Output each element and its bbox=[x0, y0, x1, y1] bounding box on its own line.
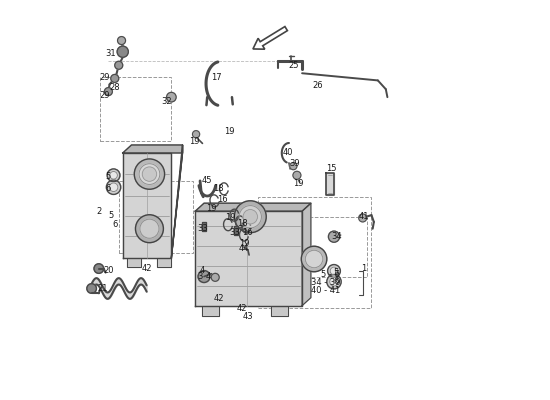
Text: 43: 43 bbox=[243, 312, 253, 321]
Text: 18: 18 bbox=[237, 219, 248, 228]
Text: 2: 2 bbox=[96, 207, 101, 216]
Circle shape bbox=[118, 36, 125, 44]
Circle shape bbox=[239, 206, 261, 228]
Circle shape bbox=[106, 180, 121, 194]
Text: 42: 42 bbox=[237, 304, 248, 313]
Polygon shape bbox=[234, 226, 238, 235]
Circle shape bbox=[109, 183, 118, 192]
Polygon shape bbox=[195, 203, 311, 211]
Text: 16: 16 bbox=[217, 195, 228, 204]
Text: 20: 20 bbox=[103, 266, 114, 276]
Text: 33: 33 bbox=[229, 228, 240, 237]
Circle shape bbox=[329, 278, 338, 286]
Circle shape bbox=[104, 88, 112, 96]
Circle shape bbox=[359, 214, 367, 222]
Text: 29: 29 bbox=[99, 73, 109, 82]
Circle shape bbox=[293, 171, 301, 179]
Circle shape bbox=[192, 131, 200, 138]
Circle shape bbox=[328, 264, 340, 277]
Text: 45: 45 bbox=[201, 176, 212, 185]
Text: 25: 25 bbox=[289, 61, 299, 70]
Text: 19: 19 bbox=[239, 238, 249, 248]
Circle shape bbox=[301, 246, 327, 272]
Circle shape bbox=[234, 201, 266, 233]
Text: 42: 42 bbox=[141, 264, 152, 273]
Polygon shape bbox=[202, 306, 219, 316]
Text: 33: 33 bbox=[197, 224, 208, 233]
Text: 29: 29 bbox=[99, 91, 109, 100]
Circle shape bbox=[94, 264, 103, 273]
Circle shape bbox=[290, 162, 297, 170]
Polygon shape bbox=[126, 258, 141, 267]
Text: 18: 18 bbox=[213, 184, 224, 193]
Circle shape bbox=[211, 273, 219, 281]
Bar bbox=[306, 217, 367, 276]
Circle shape bbox=[110, 172, 117, 179]
Polygon shape bbox=[202, 222, 206, 231]
Text: 5: 5 bbox=[333, 268, 338, 277]
Text: 34: 34 bbox=[332, 232, 342, 241]
Text: 1: 1 bbox=[361, 264, 366, 273]
Circle shape bbox=[327, 274, 341, 289]
Bar bbox=[119, 181, 193, 253]
Text: 6: 6 bbox=[106, 184, 111, 193]
Bar bbox=[258, 197, 371, 308]
Circle shape bbox=[111, 74, 119, 82]
Polygon shape bbox=[123, 145, 183, 153]
Circle shape bbox=[115, 61, 123, 69]
Text: 31: 31 bbox=[106, 49, 116, 58]
Text: 34 - 39: 34 - 39 bbox=[311, 278, 341, 288]
Circle shape bbox=[305, 250, 323, 268]
Text: 21: 21 bbox=[97, 284, 108, 293]
Circle shape bbox=[135, 215, 163, 243]
Circle shape bbox=[117, 46, 128, 57]
Text: 39: 39 bbox=[289, 159, 299, 168]
Text: 17: 17 bbox=[211, 73, 221, 82]
Text: 5: 5 bbox=[106, 172, 111, 181]
Polygon shape bbox=[157, 258, 172, 267]
Text: 6: 6 bbox=[333, 277, 338, 286]
Circle shape bbox=[328, 231, 339, 242]
Polygon shape bbox=[326, 173, 334, 195]
Text: 19: 19 bbox=[225, 214, 235, 222]
Circle shape bbox=[198, 270, 210, 282]
Polygon shape bbox=[123, 153, 172, 258]
Text: 32: 32 bbox=[161, 97, 172, 106]
Text: 5: 5 bbox=[108, 211, 113, 220]
Text: 16: 16 bbox=[243, 228, 253, 237]
Text: 4: 4 bbox=[205, 272, 211, 281]
Circle shape bbox=[134, 159, 164, 189]
Polygon shape bbox=[172, 145, 183, 258]
Circle shape bbox=[140, 219, 159, 238]
Circle shape bbox=[87, 284, 96, 293]
Text: 26: 26 bbox=[313, 81, 323, 90]
Text: 42: 42 bbox=[213, 294, 224, 303]
Text: 44: 44 bbox=[239, 244, 249, 253]
Text: 5 - 6: 5 - 6 bbox=[321, 270, 339, 280]
Circle shape bbox=[142, 167, 157, 181]
Polygon shape bbox=[172, 145, 183, 258]
Circle shape bbox=[243, 210, 257, 224]
Text: 15: 15 bbox=[326, 164, 337, 174]
Text: 41: 41 bbox=[358, 212, 368, 221]
Text: 40 - 41: 40 - 41 bbox=[311, 286, 340, 295]
Text: 19: 19 bbox=[189, 136, 200, 146]
Circle shape bbox=[167, 92, 176, 102]
Text: 28: 28 bbox=[109, 83, 120, 92]
Text: 4: 4 bbox=[200, 266, 205, 276]
Polygon shape bbox=[271, 306, 288, 316]
Polygon shape bbox=[302, 203, 311, 306]
Bar bbox=[100, 77, 170, 141]
Circle shape bbox=[107, 169, 120, 182]
Text: 19: 19 bbox=[224, 127, 234, 136]
Circle shape bbox=[139, 164, 160, 184]
Text: 40: 40 bbox=[283, 148, 293, 158]
Text: 3: 3 bbox=[197, 272, 203, 281]
Text: 19: 19 bbox=[206, 204, 217, 213]
Polygon shape bbox=[195, 211, 302, 306]
FancyArrow shape bbox=[253, 26, 288, 49]
Text: 6: 6 bbox=[112, 220, 118, 229]
Circle shape bbox=[330, 267, 338, 275]
Text: 19: 19 bbox=[293, 179, 304, 188]
